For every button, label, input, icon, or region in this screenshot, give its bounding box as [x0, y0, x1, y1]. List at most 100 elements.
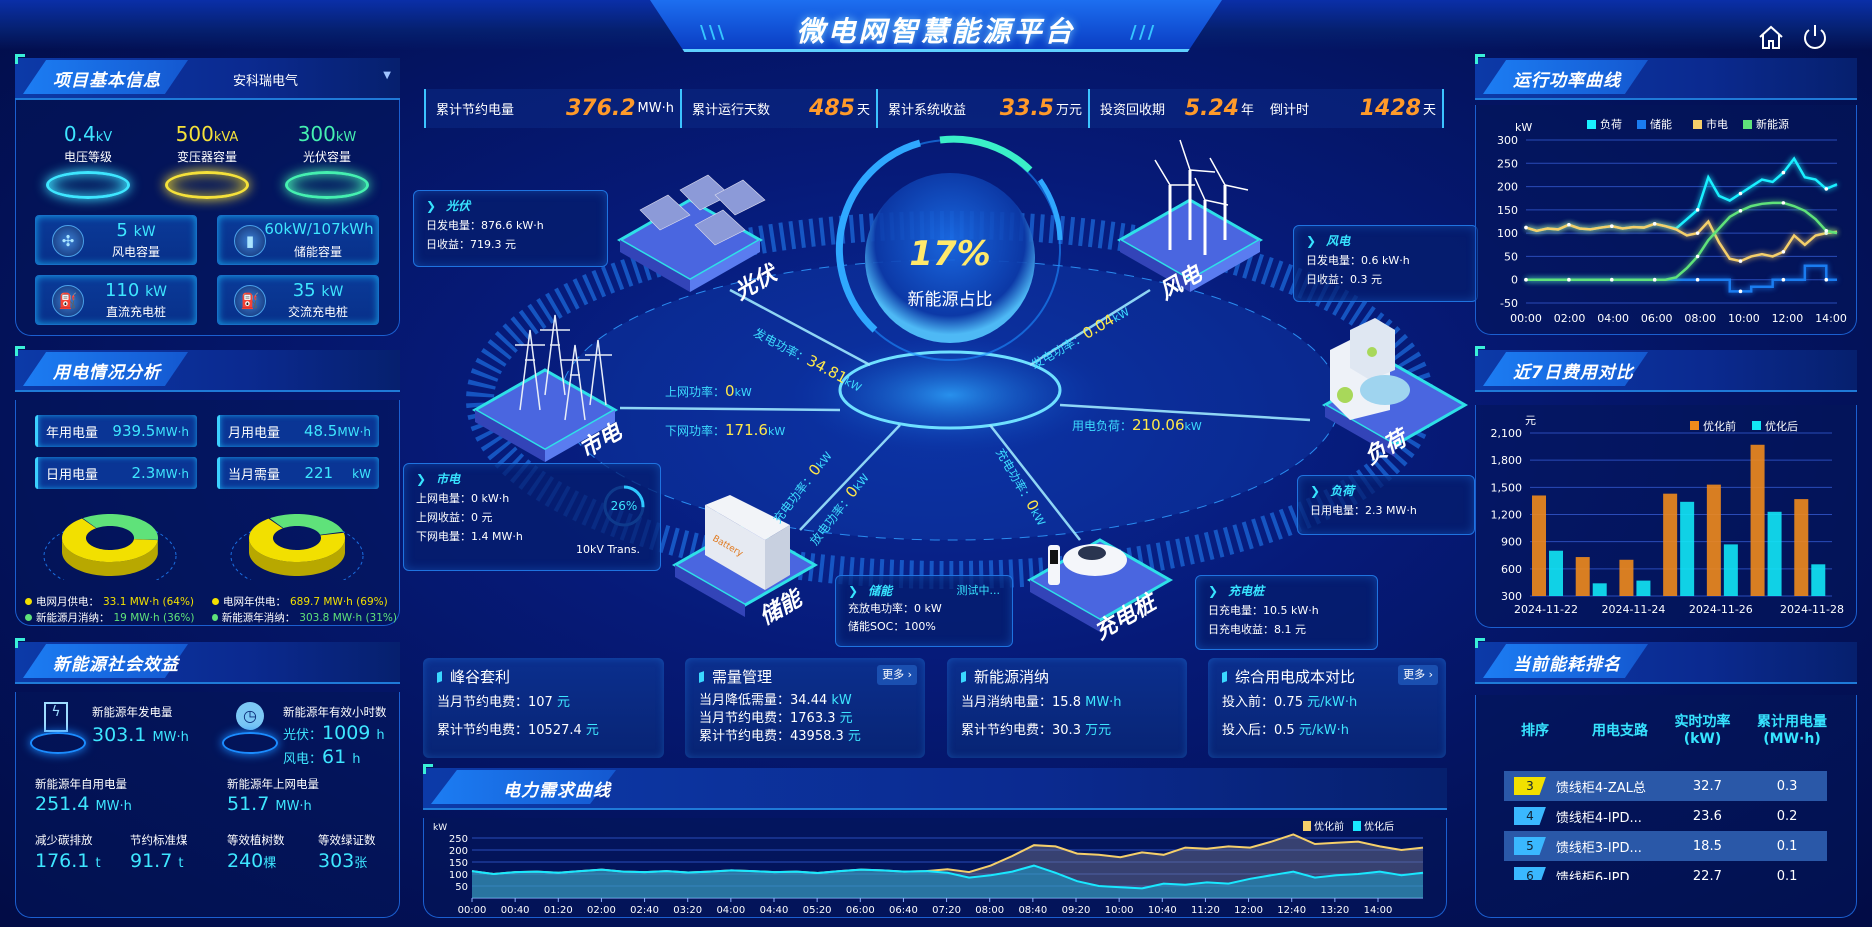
box-line: 日发电量：0.6 kW·h — [1306, 254, 1410, 267]
stat-label: 倒计时 — [1270, 103, 1310, 118]
header-tab — [1483, 352, 1648, 386]
x-tick-label: 2024-11-22 — [1514, 603, 1578, 616]
unit: kW — [734, 386, 752, 399]
legend-swatch — [1303, 821, 1311, 831]
value: 35 — [292, 280, 316, 301]
unit: 元/kW·h — [1298, 723, 1349, 738]
x-tick-label: 12:40 — [1277, 905, 1306, 916]
branch-name: 馈线柜4-ZAL总 — [1555, 780, 1646, 796]
x-tick-label: 00:00 — [458, 905, 487, 916]
table-row[interactable]: 3 馈线柜4-ZAL总 32.7 0.3 — [1504, 771, 1827, 801]
legend-label: 优化后 — [1765, 419, 1798, 433]
y-tick-label: 250 — [449, 834, 468, 845]
value: 61 — [322, 746, 347, 768]
bar-before — [1706, 484, 1721, 596]
value: 251.4 — [35, 793, 90, 815]
column-header-rank: 排序 — [1521, 723, 1549, 739]
home-icon[interactable] — [1756, 22, 1786, 52]
y-axis-unit: kW — [1515, 121, 1532, 134]
data-point — [1524, 225, 1528, 230]
x-tick-label: 11:20 — [1191, 905, 1220, 916]
table-row[interactable]: 5 馈线柜3-IPD... 18.5 0.1 — [1504, 831, 1827, 861]
chevron-decoration-icon: / / / — [1130, 22, 1154, 43]
stat-label: 投资回收期 — [1100, 103, 1166, 118]
panel-header-project: 项目基本信息 安科瑞电气 ▼ — [15, 54, 403, 100]
value: 10527.4 — [528, 723, 582, 738]
unit: MW·h — [1085, 695, 1122, 710]
grid-down-flow-label: 下网功率：171.6kW — [665, 421, 785, 439]
bar-after — [1636, 580, 1651, 596]
storage-info-box: ❯ 储能 测试中... 充放电功率：0 kW 储能SOC：100% — [835, 575, 1013, 647]
legend-swatch — [1752, 421, 1761, 430]
donut-side — [249, 538, 345, 576]
corner-decoration-icon — [1475, 54, 1485, 64]
coal-value: 91.7 t — [130, 850, 183, 875]
header-tab — [1483, 60, 1648, 94]
box-line: 下网电量：1.4 MW·h — [416, 530, 523, 543]
panel-header-demand: 电力需求曲线 — [423, 764, 1447, 810]
box-line: 日充电收益：8.1 元 — [1208, 623, 1306, 636]
branch-name: 馈线柜6-IPD — [1555, 870, 1630, 881]
ev-car-icon — [1048, 544, 1127, 585]
chevron-right-icon: ❯ — [426, 199, 437, 213]
label: 交流充电桩 — [287, 305, 348, 319]
pv-node[interactable]: 光伏 — [616, 174, 784, 306]
label: 电网年供电： — [223, 596, 286, 608]
power: 22.7 — [1692, 868, 1722, 881]
more-button[interactable]: 更多 › — [1398, 665, 1438, 685]
table-row[interactable]: 4 馈线柜4-IPD... 23.6 0.2 — [1504, 801, 1827, 831]
more-label: 更多 — [882, 668, 905, 681]
x-tick-label: 09:20 — [1062, 905, 1091, 916]
voltage-level: 0.4kV 电压等级 — [33, 122, 143, 199]
data-point — [1738, 191, 1743, 196]
value: 176.1 — [35, 850, 90, 872]
y-tick-label: 200 — [1497, 181, 1518, 194]
x-tick-label: 06:00 — [846, 905, 875, 916]
panel-body-social — [15, 692, 400, 918]
unit: kVA — [213, 130, 239, 145]
more-button[interactable]: 更多 › — [877, 665, 917, 685]
y-tick-label: 600 — [1501, 563, 1522, 576]
legend-dot — [212, 598, 219, 605]
data-point — [1567, 277, 1571, 282]
rank-badge: 5 — [1514, 837, 1546, 855]
x-tick-label: 01:20 — [544, 905, 573, 916]
legend-dot — [25, 614, 32, 621]
card-dc-charger: ⛽ 110 kW 直流充电桩 — [35, 275, 197, 325]
label: 当月需量 — [228, 467, 281, 483]
rank-badge: 6 — [1514, 867, 1546, 880]
company-select[interactable]: 安科瑞电气 ▼ — [233, 70, 403, 89]
donut-slice-new-energy — [269, 514, 344, 535]
transformer-load-gauge — [603, 485, 645, 527]
value: 19 MW·h (36%) — [113, 611, 195, 624]
unit: kW — [831, 693, 852, 708]
gauge-fill — [603, 485, 645, 527]
legend-swatch — [1353, 821, 1361, 831]
x-tick-label: 2024-11-26 — [1689, 603, 1753, 616]
label: 当月消纳电量： — [961, 695, 1053, 710]
unit: MW·h — [95, 799, 132, 814]
legend-label: 储能 — [1650, 117, 1672, 131]
grid-node[interactable]: 市电 — [471, 314, 628, 463]
series-area-1 — [472, 865, 1423, 898]
unit: MW·h — [275, 799, 312, 814]
company-select-value: 安科瑞电气 — [233, 74, 299, 89]
monthly-demand: 当月需量 221 kW — [217, 457, 379, 489]
series-area-0 — [472, 834, 1423, 898]
annual-supply-donut — [230, 514, 364, 580]
annual-generation-label: 新能源年发电量 — [92, 705, 173, 719]
unit: MW·h — [155, 425, 189, 439]
energy: 0.3 — [1776, 778, 1798, 794]
box-line: 日充电量：10.5 kW·h — [1208, 604, 1319, 617]
legend-swatch — [1743, 120, 1752, 129]
power-icon[interactable] — [1800, 22, 1830, 52]
wind-info-box: ❯ 风电 日发电量：0.6 kW·h 日收益：0.3 元 — [1293, 225, 1478, 302]
header-tab — [23, 60, 188, 94]
x-tick-label: 00:00 — [1510, 312, 1542, 325]
charger-node[interactable]: 充电桩 — [1026, 538, 1174, 645]
load-node[interactable]: 负荷 — [1321, 318, 1469, 470]
unit: 元 — [585, 723, 599, 738]
stat-value: 376.2 — [565, 96, 636, 121]
table-row[interactable]: 6 馈线柜6-IPD 22.7 0.1 — [1504, 861, 1827, 880]
